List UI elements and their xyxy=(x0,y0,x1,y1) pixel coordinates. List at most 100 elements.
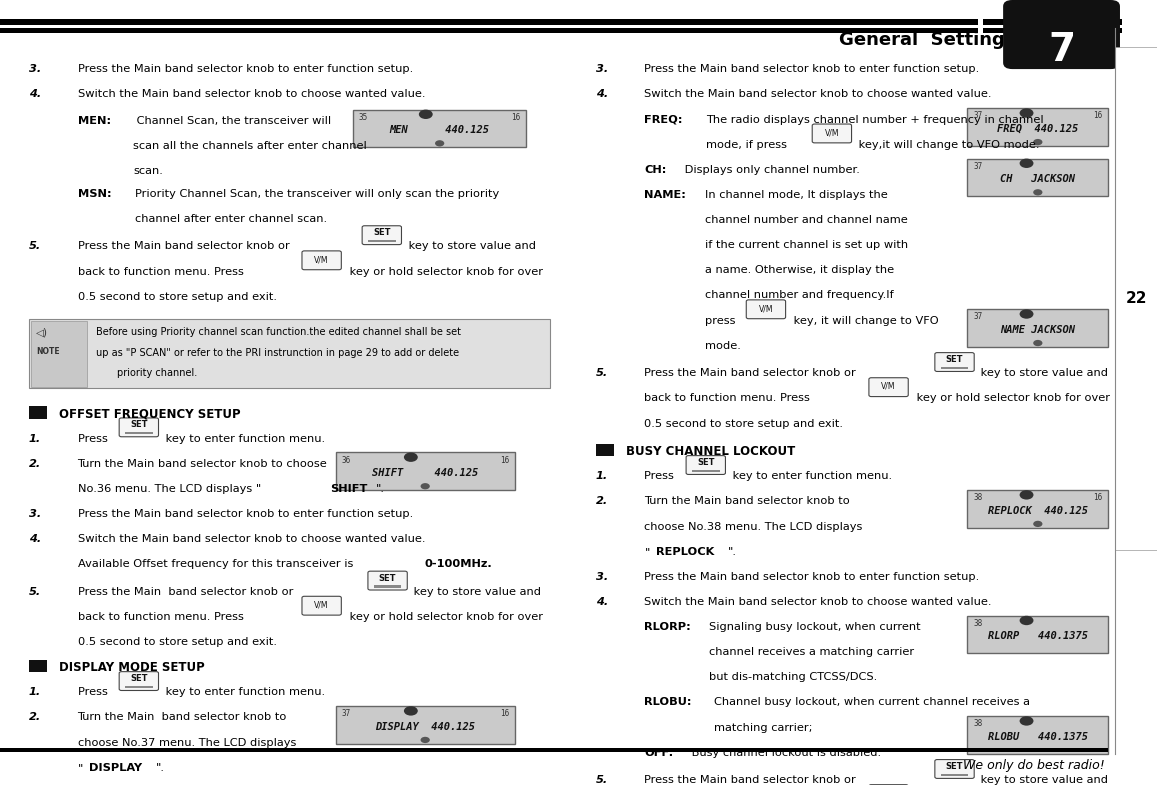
Text: NAME JACKSON: NAME JACKSON xyxy=(1001,325,1075,335)
Text: DISPLAY MODE SETUP: DISPLAY MODE SETUP xyxy=(59,661,205,674)
Text: ": " xyxy=(78,763,83,772)
Text: 2.: 2. xyxy=(29,458,42,469)
Text: key to enter function menu.: key to enter function menu. xyxy=(162,433,325,444)
FancyBboxPatch shape xyxy=(362,226,401,245)
Text: 2.: 2. xyxy=(596,496,609,506)
Text: 37: 37 xyxy=(973,111,982,120)
Bar xyxy=(29,659,47,672)
Text: REPLOCK: REPLOCK xyxy=(656,546,714,557)
Text: 16: 16 xyxy=(1093,111,1103,120)
Bar xyxy=(983,19,1122,25)
Text: mode, if press: mode, if press xyxy=(706,140,790,150)
Bar xyxy=(967,309,1108,347)
Text: Press: Press xyxy=(644,471,678,481)
Text: OFFSET FREQUENCY SETUP: OFFSET FREQUENCY SETUP xyxy=(59,407,241,421)
Text: channel number and frequency.If: channel number and frequency.If xyxy=(705,290,893,301)
Bar xyxy=(368,240,396,243)
Text: V/M: V/M xyxy=(759,304,773,313)
Circle shape xyxy=(435,141,444,147)
Text: 4.: 4. xyxy=(596,89,609,100)
Text: Press the Main band selector knob to enter function setup.: Press the Main band selector knob to ent… xyxy=(644,571,980,582)
Text: if the current channel is set up with: if the current channel is set up with xyxy=(705,240,908,250)
Text: NOTE: NOTE xyxy=(36,347,59,356)
Text: key to store value and: key to store value and xyxy=(410,587,540,597)
Text: channel number and channel name: channel number and channel name xyxy=(705,215,907,225)
Text: 16: 16 xyxy=(500,455,509,465)
Bar xyxy=(125,686,153,688)
Bar xyxy=(125,432,153,434)
Text: Press the Main band selector knob or: Press the Main band selector knob or xyxy=(644,368,860,378)
Bar xyxy=(596,444,614,456)
Text: CH   JACKSON: CH JACKSON xyxy=(1001,174,1075,184)
FancyBboxPatch shape xyxy=(869,378,908,396)
Text: NAME:: NAME: xyxy=(644,190,686,200)
Text: V/M: V/M xyxy=(882,382,896,391)
Text: but dis-matching CTCSS/DCS.: but dis-matching CTCSS/DCS. xyxy=(709,672,877,682)
Text: V/M: V/M xyxy=(315,255,329,264)
Bar xyxy=(983,28,1122,33)
Text: Before using Priority channel scan function.the edited channel shall be set: Before using Priority channel scan funct… xyxy=(96,327,460,338)
Text: ◁): ◁) xyxy=(36,327,47,338)
Text: The radio displays channel number + frequency in channel: The radio displays channel number + freq… xyxy=(706,115,1044,125)
Text: No.36 menu. The LCD displays ": No.36 menu. The LCD displays " xyxy=(78,484,260,494)
Text: 37: 37 xyxy=(973,312,982,321)
Text: DISPLAY  440.125: DISPLAY 440.125 xyxy=(375,722,476,732)
Text: 5.: 5. xyxy=(596,368,609,378)
Bar xyxy=(0,28,978,33)
Text: 7: 7 xyxy=(1048,31,1076,69)
Bar xyxy=(941,367,968,369)
Text: matching carrier;: matching carrier; xyxy=(714,722,812,732)
Bar xyxy=(967,159,1108,196)
Bar xyxy=(31,321,87,387)
FancyBboxPatch shape xyxy=(302,597,341,615)
Text: SET: SET xyxy=(945,355,964,364)
Text: 36: 36 xyxy=(341,455,351,465)
Text: V/M: V/M xyxy=(315,601,329,609)
Bar xyxy=(0,748,1108,752)
Text: channel after enter channel scan.: channel after enter channel scan. xyxy=(135,214,327,224)
Text: 2.: 2. xyxy=(29,713,42,722)
Text: scan all the channels after enter channel: scan all the channels after enter channe… xyxy=(133,141,367,151)
FancyBboxPatch shape xyxy=(119,672,159,691)
Circle shape xyxy=(1033,189,1042,195)
Bar xyxy=(374,586,401,588)
Text: 35: 35 xyxy=(359,113,368,122)
Text: 3.: 3. xyxy=(596,571,609,582)
Text: 0.5 second to store setup and exit.: 0.5 second to store setup and exit. xyxy=(644,418,843,429)
Text: 1.: 1. xyxy=(596,471,609,481)
FancyBboxPatch shape xyxy=(935,760,974,779)
Text: DISPLAY: DISPLAY xyxy=(89,763,142,772)
Bar xyxy=(336,452,515,490)
Text: RLORP   440.1375: RLORP 440.1375 xyxy=(988,631,1088,641)
Text: press: press xyxy=(705,316,738,326)
Text: back to function menu. Press: back to function menu. Press xyxy=(644,393,813,403)
FancyBboxPatch shape xyxy=(302,251,341,270)
Text: 22: 22 xyxy=(1126,290,1147,306)
Circle shape xyxy=(1033,139,1042,145)
Text: Press the Main band selector knob to enter function setup.: Press the Main band selector knob to ent… xyxy=(78,64,413,75)
Text: SHIFT: SHIFT xyxy=(330,484,367,494)
FancyBboxPatch shape xyxy=(368,571,407,590)
Text: SET: SET xyxy=(697,458,715,467)
Text: channel receives a matching carrier: channel receives a matching carrier xyxy=(709,647,914,657)
Text: ".: ". xyxy=(156,763,165,772)
Text: In channel mode, It displays the: In channel mode, It displays the xyxy=(705,190,887,200)
Circle shape xyxy=(421,483,430,489)
Circle shape xyxy=(404,452,418,462)
Bar xyxy=(29,406,47,418)
Text: 37: 37 xyxy=(973,162,982,170)
Text: SET: SET xyxy=(130,674,148,683)
Text: Switch the Main band selector knob to choose wanted value.: Switch the Main band selector knob to ch… xyxy=(644,597,992,607)
Text: 4.: 4. xyxy=(29,534,42,544)
Text: 0.5 second to store setup and exit.: 0.5 second to store setup and exit. xyxy=(78,637,277,647)
Text: 37: 37 xyxy=(341,710,351,718)
Text: Press the Main band selector knob or: Press the Main band selector knob or xyxy=(78,242,293,251)
Text: FREQ:: FREQ: xyxy=(644,115,683,125)
Text: key to store value and: key to store value and xyxy=(977,776,1107,785)
Bar xyxy=(967,716,1108,754)
Circle shape xyxy=(404,706,418,716)
Text: BUSY CHANNEL LOCKOUT: BUSY CHANNEL LOCKOUT xyxy=(626,445,795,458)
Text: Displays only channel number.: Displays only channel number. xyxy=(681,165,861,175)
Text: key,it will change to VFO mode.: key,it will change to VFO mode. xyxy=(855,140,1039,150)
Bar xyxy=(967,108,1108,146)
